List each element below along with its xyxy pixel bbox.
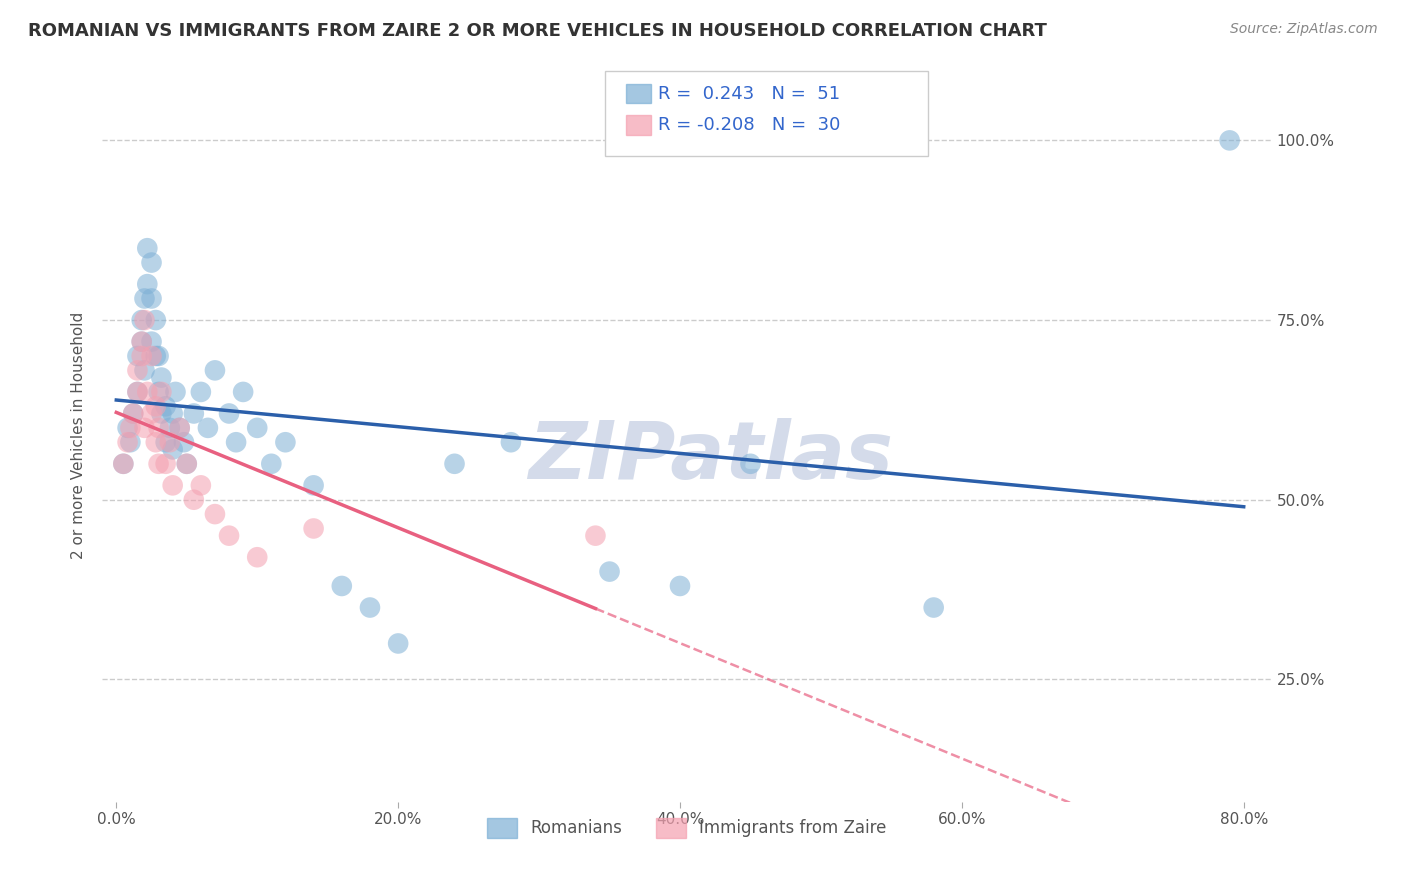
- Point: [131, 313, 153, 327]
- Text: Source: ZipAtlas.com: Source: ZipAtlas.com: [1230, 22, 1378, 37]
- Point: [218, 529, 240, 543]
- Point: [183, 407, 205, 421]
- Point: [141, 334, 163, 349]
- Point: [134, 292, 156, 306]
- Point: [134, 363, 156, 377]
- Point: [136, 241, 159, 255]
- Text: ZIPatlas: ZIPatlas: [527, 418, 893, 496]
- Point: [159, 435, 181, 450]
- Point: [112, 457, 135, 471]
- Point: [127, 384, 149, 399]
- Point: [155, 399, 177, 413]
- Point: [120, 435, 142, 450]
- Point: [127, 349, 149, 363]
- Point: [148, 457, 170, 471]
- Point: [134, 421, 156, 435]
- Point: [669, 579, 692, 593]
- Point: [134, 313, 156, 327]
- Point: [155, 457, 177, 471]
- Point: [148, 384, 170, 399]
- Point: [330, 579, 353, 593]
- Point: [162, 442, 184, 457]
- Y-axis label: 2 or more Vehicles in Household: 2 or more Vehicles in Household: [72, 311, 86, 558]
- Point: [127, 363, 149, 377]
- Point: [165, 384, 187, 399]
- Point: [136, 384, 159, 399]
- Point: [150, 370, 173, 384]
- Point: [1219, 133, 1241, 147]
- Point: [176, 457, 198, 471]
- Point: [359, 600, 381, 615]
- Point: [141, 255, 163, 269]
- Point: [173, 435, 195, 450]
- Point: [141, 407, 163, 421]
- Point: [145, 399, 167, 413]
- Point: [190, 478, 212, 492]
- Point: [443, 457, 465, 471]
- Point: [117, 435, 139, 450]
- Point: [141, 349, 163, 363]
- Point: [225, 435, 247, 450]
- Point: [169, 421, 191, 435]
- Text: R = -0.208   N =  30: R = -0.208 N = 30: [658, 116, 841, 134]
- Point: [131, 334, 153, 349]
- Point: [183, 492, 205, 507]
- Point: [145, 313, 167, 327]
- Point: [112, 457, 135, 471]
- Point: [599, 565, 621, 579]
- Point: [136, 277, 159, 292]
- Point: [740, 457, 762, 471]
- Point: [232, 384, 254, 399]
- Point: [155, 435, 177, 450]
- Point: [131, 349, 153, 363]
- Point: [499, 435, 522, 450]
- Point: [131, 334, 153, 349]
- Point: [150, 384, 173, 399]
- Point: [302, 521, 325, 535]
- Legend: Romanians, Immigrants from Zaire: Romanians, Immigrants from Zaire: [481, 811, 893, 845]
- Point: [218, 407, 240, 421]
- Point: [117, 421, 139, 435]
- Point: [190, 384, 212, 399]
- Point: [122, 407, 145, 421]
- Point: [197, 421, 219, 435]
- Point: [922, 600, 945, 615]
- Point: [585, 529, 607, 543]
- Point: [169, 421, 191, 435]
- Point: [141, 292, 163, 306]
- Point: [246, 550, 269, 565]
- Point: [162, 478, 184, 492]
- Point: [127, 384, 149, 399]
- Point: [274, 435, 297, 450]
- Point: [387, 636, 409, 650]
- Point: [122, 407, 145, 421]
- Point: [260, 457, 283, 471]
- Point: [120, 421, 142, 435]
- Point: [302, 478, 325, 492]
- Point: [176, 457, 198, 471]
- Point: [145, 435, 167, 450]
- Text: R =  0.243   N =  51: R = 0.243 N = 51: [658, 85, 841, 103]
- Point: [145, 349, 167, 363]
- Point: [204, 363, 226, 377]
- Point: [159, 421, 181, 435]
- Point: [162, 407, 184, 421]
- Point: [246, 421, 269, 435]
- Point: [148, 349, 170, 363]
- Text: ROMANIAN VS IMMIGRANTS FROM ZAIRE 2 OR MORE VEHICLES IN HOUSEHOLD CORRELATION CH: ROMANIAN VS IMMIGRANTS FROM ZAIRE 2 OR M…: [28, 22, 1047, 40]
- Point: [150, 407, 173, 421]
- Point: [204, 507, 226, 521]
- Point: [148, 421, 170, 435]
